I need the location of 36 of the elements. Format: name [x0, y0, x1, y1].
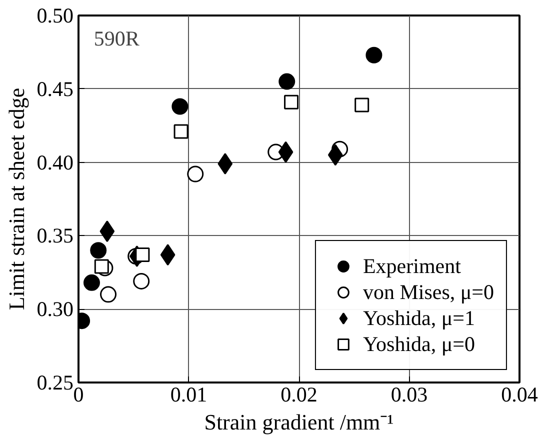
- point: [172, 98, 188, 115]
- x-tick-label: 0.04: [501, 382, 538, 406]
- point: [133, 272, 150, 290]
- x-tick-label: 0.02: [280, 382, 318, 406]
- legend-label: Yoshida, μ=1: [362, 306, 475, 330]
- point: [90, 242, 107, 259]
- legend-label: Yoshida, μ=0: [362, 332, 475, 356]
- y-tick-label: 0.45: [36, 76, 74, 101]
- point: [278, 141, 294, 163]
- point: [83, 274, 100, 291]
- point: [366, 46, 382, 64]
- point: [174, 124, 188, 139]
- y-tick-label: 0.25: [36, 370, 74, 394]
- y-tick-label: 0.35: [36, 224, 74, 248]
- point: [100, 286, 117, 303]
- point: [100, 220, 115, 242]
- point: [218, 153, 233, 175]
- point: [328, 144, 343, 166]
- x-tick-label: 0: [73, 382, 84, 406]
- annotation: 590R: [94, 26, 140, 51]
- point: [135, 248, 150, 262]
- point: [278, 73, 296, 90]
- y-tick-label: 0.30: [36, 297, 74, 322]
- x-axis-title: Strain gradient /mm⁻¹: [204, 410, 394, 434]
- point: [354, 98, 370, 112]
- x-tick-label: 0.01: [170, 382, 208, 406]
- point: [94, 259, 109, 274]
- y-axis-title: Limit strain at sheet edge: [4, 88, 29, 310]
- point: [284, 94, 299, 110]
- point: [160, 244, 176, 266]
- y-tick-label: 0.40: [36, 150, 74, 174]
- point: [187, 166, 204, 182]
- y-tick-label: 0.50: [36, 4, 74, 28]
- legend-label: von Mises, μ=0: [362, 280, 494, 304]
- x-tick-label: 0.03: [390, 382, 428, 406]
- legend-label: Experiment: [362, 254, 461, 278]
